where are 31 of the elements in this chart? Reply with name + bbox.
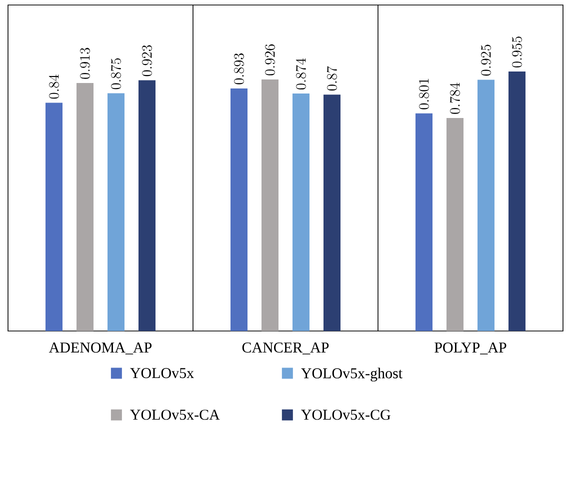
- bar: [292, 94, 310, 331]
- legend-label: YOLOv5x-CG: [301, 410, 390, 420]
- bar: [230, 88, 248, 331]
- bar: [477, 80, 494, 331]
- x-tick-label: POLYP_AP: [434, 342, 506, 354]
- data-label: 0.875: [110, 58, 121, 90]
- bar: [138, 80, 156, 331]
- legend-label: YOLOv5x-CA: [130, 410, 220, 420]
- x-tick-label: CANCER_AP: [242, 342, 329, 354]
- bar: [446, 118, 464, 331]
- data-label: 0.925: [481, 44, 491, 76]
- legend-label: YOLOv5x: [130, 368, 194, 378]
- legend-label: YOLOv5x-ghost: [301, 368, 402, 382]
- data-label: 0.84: [48, 74, 59, 99]
- bar: [46, 102, 63, 331]
- data-label: 0.893: [234, 53, 244, 84]
- data-label: 0.874: [296, 58, 306, 90]
- data-label: 0.926: [265, 44, 275, 76]
- bar: [415, 113, 432, 331]
- bar: [108, 93, 124, 331]
- data-label: 0.955: [512, 36, 522, 68]
- data-label: 0.87: [326, 66, 337, 91]
- bar: [262, 79, 278, 331]
- bar: [76, 82, 94, 331]
- bar: [508, 72, 526, 331]
- bar: [324, 94, 340, 331]
- data-label: 0.923: [142, 45, 152, 76]
- x-tick-label: ADENOMA_AP: [48, 342, 152, 354]
- data-label: 0.801: [419, 78, 429, 110]
- data-label: 0.913: [80, 48, 90, 79]
- data-label: 0.784: [450, 82, 460, 114]
